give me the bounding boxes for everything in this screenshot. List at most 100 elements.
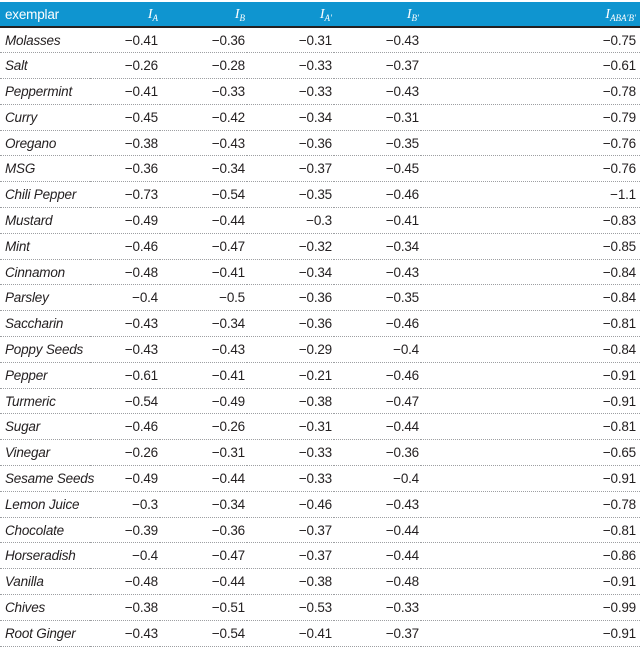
value-cell: −0.44 xyxy=(334,517,421,544)
value-cell: −0.41 xyxy=(90,78,160,105)
i-subscript: ABA′B′ xyxy=(610,13,636,23)
value-cell: −0.47 xyxy=(334,388,421,415)
value-cell: −0.47 xyxy=(160,233,247,260)
value-cell: −0.83 xyxy=(421,207,640,234)
value-cell: −0.54 xyxy=(160,181,247,209)
value-cell: −0.44 xyxy=(160,568,247,596)
table-row: Salt −0.26 −0.28 −0.33 −0.37 −0.61 xyxy=(0,52,640,80)
value-cell: −0.32 xyxy=(247,233,334,260)
value-cell: −0.34 xyxy=(160,491,247,518)
i-subscript: A′ xyxy=(324,13,332,23)
value-cell: −1.1 xyxy=(421,181,640,209)
value-cell: −0.45 xyxy=(334,155,421,183)
value-cell: −0.29 xyxy=(247,336,334,363)
value-cell: −0.36 xyxy=(247,310,334,338)
value-cell: −0.45 xyxy=(90,104,160,131)
i-symbol: I xyxy=(234,7,240,22)
exemplar-cell: Vanilla xyxy=(0,568,90,596)
value-cell: −0.99 xyxy=(421,594,640,621)
exemplar-cell: Horseradish xyxy=(0,542,90,570)
value-cell: −0.36 xyxy=(247,284,334,312)
value-cell: −0.43 xyxy=(334,78,421,105)
table-row: Mint −0.46 −0.47 −0.32 −0.34 −0.85 xyxy=(0,233,640,260)
value-cell: −0.91 xyxy=(421,362,640,389)
table-row: Sesame Seeds −0.49 −0.44 −0.33 −0.4 −0.91 xyxy=(0,465,640,492)
value-cell: −0.53 xyxy=(247,594,334,621)
value-cell: −0.76 xyxy=(421,155,640,183)
exemplar-cell: Sesame Seeds xyxy=(0,465,94,492)
value-cell: −0.42 xyxy=(160,104,247,131)
column-header-exemplar: exemplar xyxy=(0,2,90,28)
value-cell: −0.34 xyxy=(160,155,247,183)
value-cell: −0.37 xyxy=(247,542,334,570)
value-cell: −0.35 xyxy=(247,181,334,209)
value-cell: −0.33 xyxy=(247,52,334,80)
exemplar-cell: Peppermint xyxy=(0,78,90,105)
table-row: Turmeric −0.54 −0.49 −0.38 −0.47 −0.91 xyxy=(0,388,640,415)
value-cell: −0.36 xyxy=(160,517,247,544)
value-cell: −0.33 xyxy=(160,78,247,105)
value-cell: −0.78 xyxy=(421,78,640,105)
value-cell: −0.34 xyxy=(334,233,421,260)
table-row: Vanilla −0.48 −0.44 −0.38 −0.48 −0.91 xyxy=(0,568,640,596)
value-cell: −0.41 xyxy=(160,259,247,286)
value-cell: −0.31 xyxy=(247,27,334,54)
exemplar-cell: Salt xyxy=(0,52,90,80)
table-body: Molasses −0.41 −0.36 −0.31 −0.43 −0.75 Salt −0.… xyxy=(0,27,640,647)
value-cell: −0.91 xyxy=(421,388,640,415)
value-cell: −0.84 xyxy=(421,336,640,363)
exemplar-cell: Vinegar xyxy=(0,439,90,467)
table-row: Poppy Seeds −0.43 −0.43 −0.29 −0.4 −0.84 xyxy=(0,336,640,363)
exemplar-cell: Cinnamon xyxy=(0,259,90,286)
value-cell: −0.4 xyxy=(90,542,160,570)
value-cell: −0.73 xyxy=(90,181,160,209)
exemplar-cell: Pepper xyxy=(0,362,90,389)
value-cell: −0.43 xyxy=(160,130,247,157)
exemplar-cell: Turmeric xyxy=(0,388,90,415)
table-row: Vinegar −0.26 −0.31 −0.33 −0.36 −0.65 xyxy=(0,439,640,467)
i-symbol: I xyxy=(605,7,611,22)
value-cell: −0.37 xyxy=(334,620,421,647)
value-cell: −0.33 xyxy=(247,439,334,467)
table-row: Sugar −0.46 −0.26 −0.31 −0.44 −0.81 xyxy=(0,413,640,441)
value-cell: −0.33 xyxy=(247,78,334,105)
value-cell: −0.36 xyxy=(160,27,247,54)
exemplar-cell: Mint xyxy=(0,233,90,260)
value-cell: −0.31 xyxy=(334,104,421,131)
value-cell: −0.26 xyxy=(90,52,160,80)
value-cell: −0.49 xyxy=(90,207,160,234)
exemplar-cell: Lemon Juice xyxy=(0,491,90,518)
value-cell: −0.43 xyxy=(160,336,247,363)
exemplar-cell: Molasses xyxy=(0,27,90,54)
value-cell: −0.43 xyxy=(334,491,421,518)
value-cell: −0.54 xyxy=(90,388,160,415)
column-header-i-a-prime: IA′ xyxy=(247,2,334,28)
value-cell: −0.36 xyxy=(247,130,334,157)
value-cell: −0.65 xyxy=(421,439,640,467)
value-cell: −0.54 xyxy=(160,620,247,647)
column-header-i-b-prime: IB′ xyxy=(334,2,421,28)
value-cell: −0.43 xyxy=(334,27,421,54)
exemplar-cell: MSG xyxy=(0,155,90,183)
value-cell: −0.36 xyxy=(334,439,421,467)
value-cell: −0.46 xyxy=(90,413,160,441)
value-cell: −0.46 xyxy=(90,233,160,260)
table-row: Oregano −0.38 −0.43 −0.36 −0.35 −0.76 xyxy=(0,130,640,157)
value-cell: −0.81 xyxy=(421,517,640,544)
value-cell: −0.33 xyxy=(334,594,421,621)
table-row: Root Ginger −0.43 −0.54 −0.41 −0.37 −0.91 xyxy=(0,620,640,647)
value-cell: −0.3 xyxy=(90,491,160,518)
value-cell: −0.39 xyxy=(90,517,160,544)
value-cell: −0.91 xyxy=(421,620,640,647)
value-cell: −0.21 xyxy=(247,362,334,389)
value-cell: −0.48 xyxy=(90,568,160,596)
value-cell: −0.84 xyxy=(421,259,640,286)
value-cell: −0.3 xyxy=(247,207,334,234)
value-cell: −0.79 xyxy=(421,104,640,131)
value-cell: −0.85 xyxy=(421,233,640,260)
i-symbol: I xyxy=(406,7,412,22)
value-cell: −0.28 xyxy=(160,52,247,80)
value-cell: −0.35 xyxy=(334,130,421,157)
value-cell: −0.38 xyxy=(90,130,160,157)
table-row: Chives −0.38 −0.51 −0.53 −0.33 −0.99 xyxy=(0,594,640,621)
